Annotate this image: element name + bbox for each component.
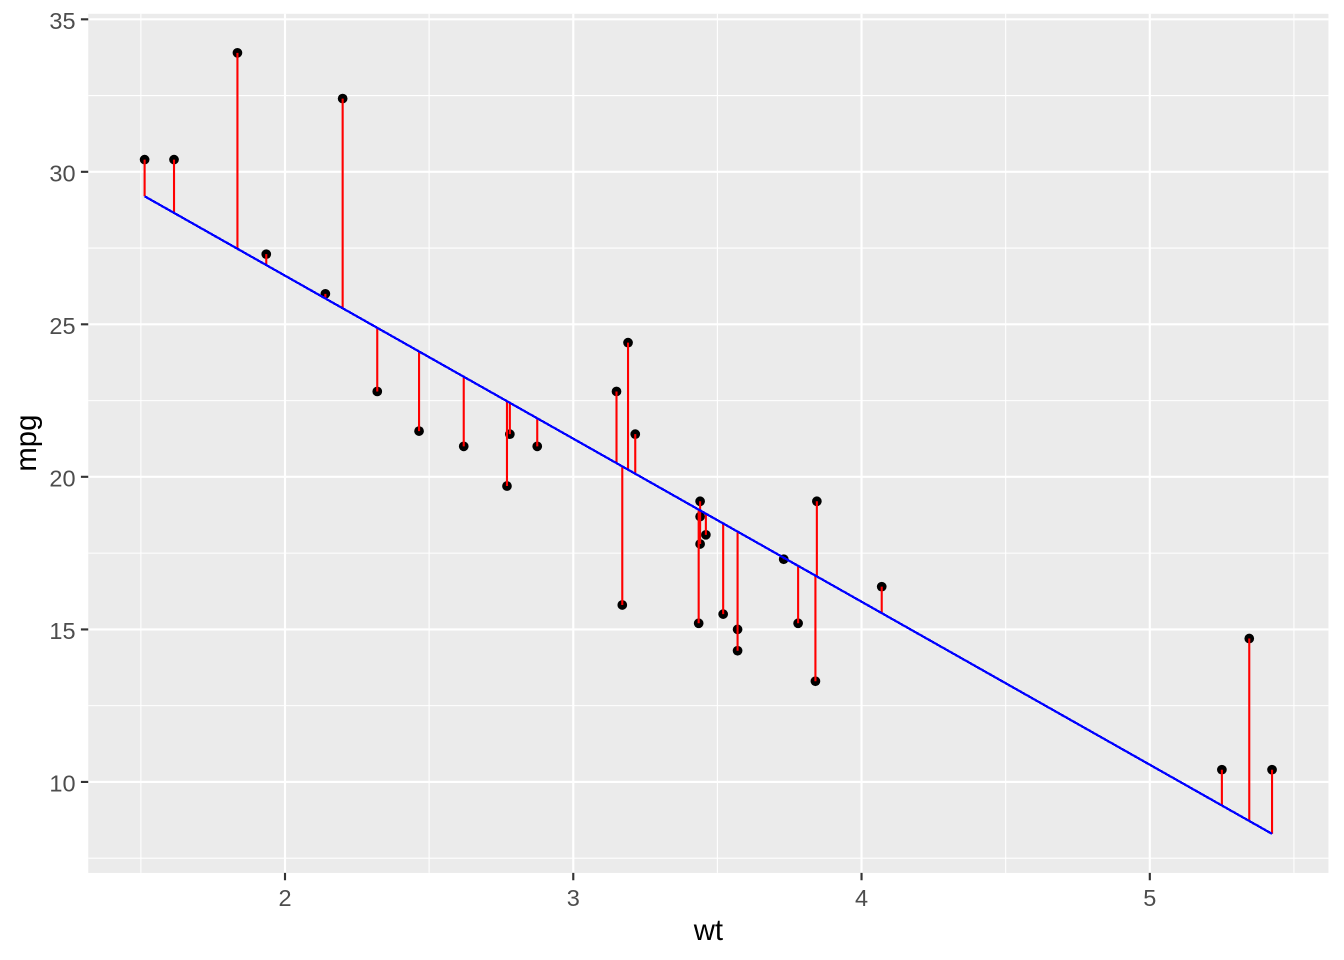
svg-text:5: 5 [1143, 885, 1156, 911]
svg-text:wt: wt [693, 914, 723, 947]
svg-text:15: 15 [49, 618, 75, 644]
svg-text:3: 3 [567, 885, 580, 911]
svg-text:4: 4 [855, 885, 868, 911]
svg-text:10: 10 [49, 770, 75, 796]
svg-text:35: 35 [49, 8, 75, 34]
svg-text:30: 30 [49, 160, 75, 186]
svg-text:20: 20 [49, 465, 75, 491]
svg-text:mpg: mpg [10, 415, 43, 472]
svg-text:2: 2 [278, 885, 291, 911]
svg-text:25: 25 [49, 313, 75, 339]
